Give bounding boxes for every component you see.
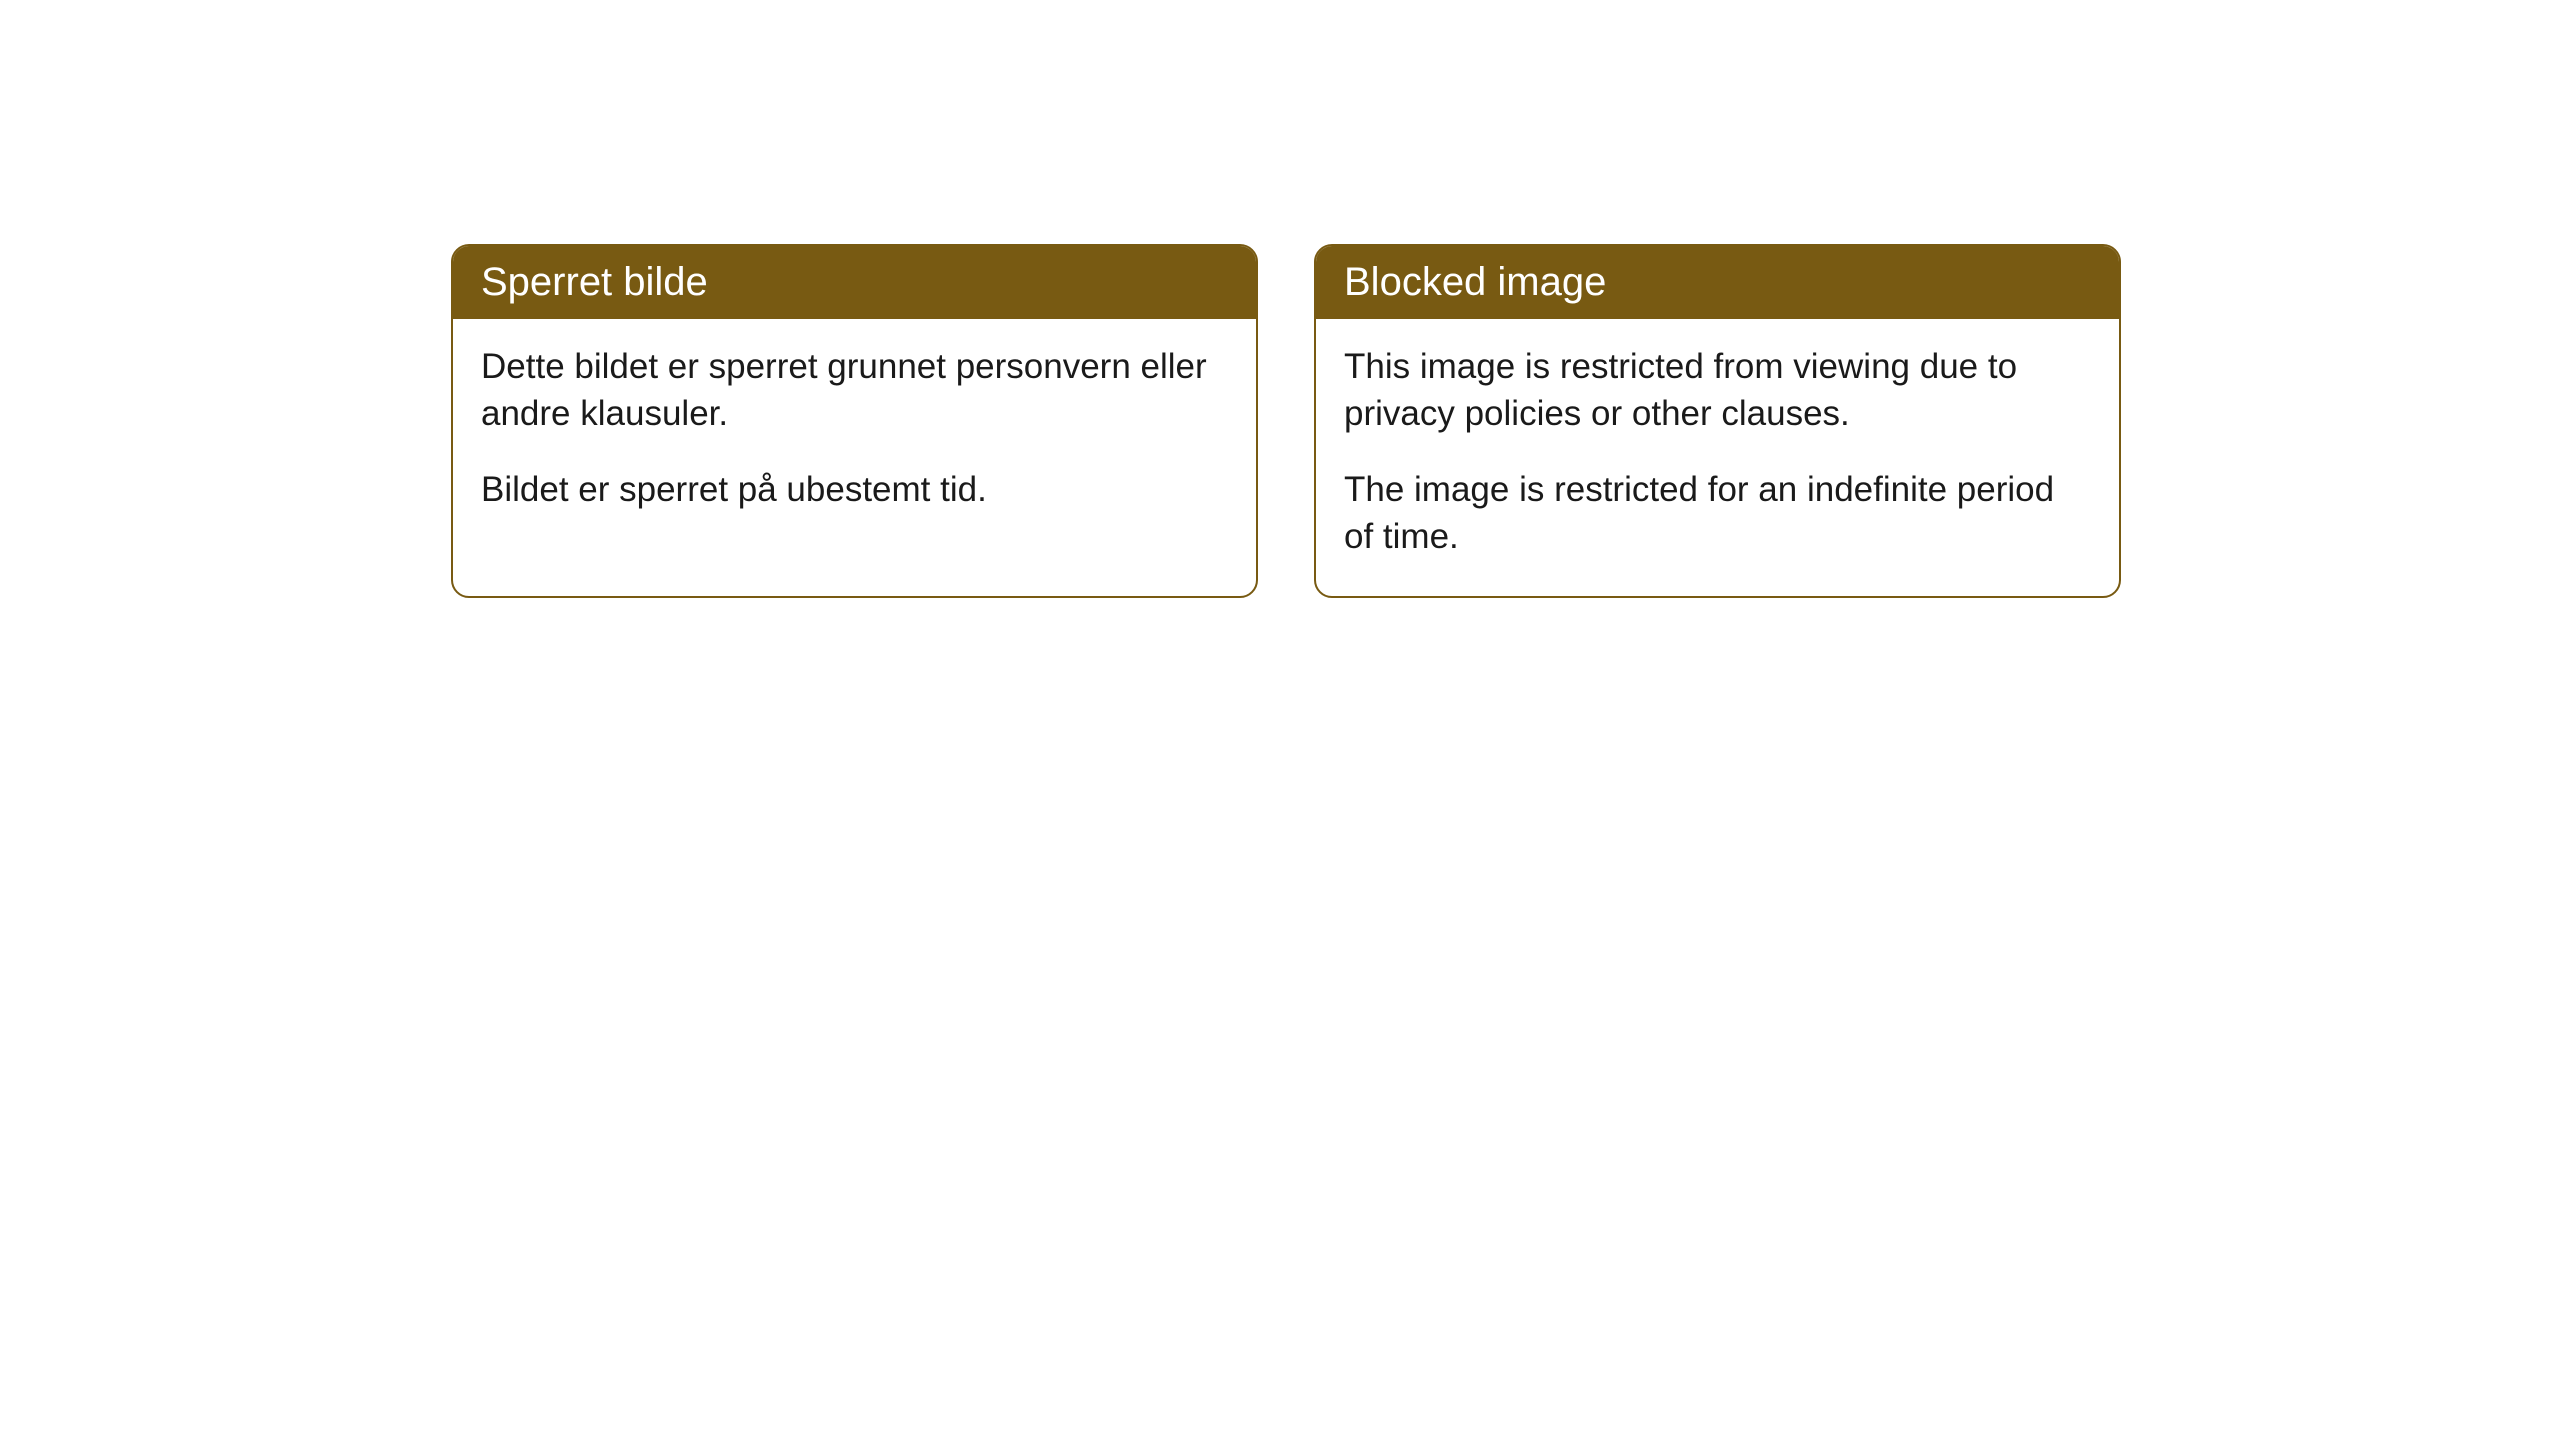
notice-paragraph-2-english: The image is restricted for an indefinit…: [1344, 466, 2091, 561]
notice-body-english: This image is restricted from viewing du…: [1316, 319, 2119, 596]
notice-title-norwegian: Sperret bilde: [453, 246, 1256, 319]
notice-paragraph-1-norwegian: Dette bildet er sperret grunnet personve…: [481, 343, 1228, 438]
notice-box-norwegian: Sperret bilde Dette bildet er sperret gr…: [451, 244, 1258, 598]
notice-paragraph-1-english: This image is restricted from viewing du…: [1344, 343, 2091, 438]
notice-box-english: Blocked image This image is restricted f…: [1314, 244, 2121, 598]
notice-body-norwegian: Dette bildet er sperret grunnet personve…: [453, 319, 1256, 549]
notice-container: Sperret bilde Dette bildet er sperret gr…: [451, 244, 2121, 598]
notice-title-english: Blocked image: [1316, 246, 2119, 319]
notice-paragraph-2-norwegian: Bildet er sperret på ubestemt tid.: [481, 466, 1228, 513]
